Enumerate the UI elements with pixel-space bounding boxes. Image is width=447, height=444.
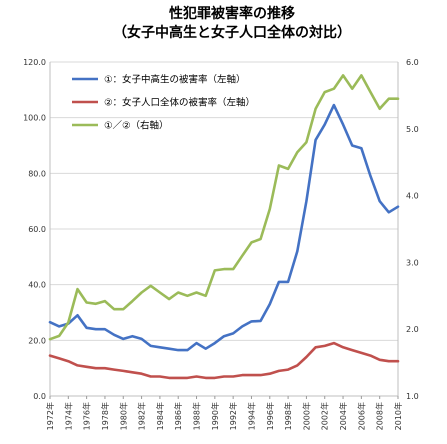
x-axis-ticks: 1972年 1974年 1976年 1978年 1980年 1982年 1984年 1986年… — [45, 396, 403, 430]
legend-label: ①／②（右軸） — [104, 120, 169, 132]
x-tick-label: 1980年 — [118, 402, 128, 430]
left-tick-label: 120.0 — [23, 58, 46, 67]
left-tick-label: 40.0 — [28, 281, 46, 290]
series-lines — [48, 74, 400, 380]
x-tick-label: 2000年 — [301, 402, 311, 430]
left-tick-label: 100.0 — [23, 114, 46, 123]
x-tick-label: 2004年 — [338, 402, 348, 430]
x-tick-label: 1974年 — [63, 402, 73, 430]
x-tick-label: 1994年 — [246, 402, 256, 430]
x-tick-label: 2002年 — [320, 402, 330, 430]
chart-subtitle: （女子中高生と女子人口全体の対比） — [113, 24, 351, 41]
x-tick-label: 1984年 — [155, 402, 165, 430]
x-tick-label: 1982年 — [137, 402, 147, 430]
right-tick-label: 1.0 — [406, 392, 419, 401]
x-tick-label: 1988年 — [192, 402, 202, 430]
series-line-1 — [48, 103, 400, 352]
left-tick-label: 0.0 — [33, 392, 46, 401]
series-line-3 — [48, 74, 400, 341]
legend-label: ②：女子人口全体の被害率（左軸） — [104, 97, 255, 109]
x-tick-label: 2010年 — [393, 402, 403, 430]
left-axis-ticks: 0.0 20.0 40.0 60.0 80.0 100.0 120.0 — [23, 58, 46, 401]
right-tick-label: 2.0 — [406, 325, 419, 334]
right-tick-label: 5.0 — [406, 125, 419, 134]
x-tick-label: 1992年 — [228, 402, 238, 430]
chart-title: 性犯罪被害率の推移 — [169, 5, 295, 22]
x-tick-label: 1996年 — [265, 402, 275, 430]
x-tick-label: 2008年 — [375, 402, 385, 430]
right-axis-ticks: 1.0 2.0 3.0 4.0 5.0 6.0 — [406, 58, 419, 401]
left-tick-label: 20.0 — [28, 336, 46, 345]
gridlines — [49, 61, 399, 397]
legend: ①：女子中高生の被害率（左軸） ②：女子人口全体の被害率（左軸） ①／②（右軸） — [72, 74, 255, 132]
right-tick-label: 4.0 — [406, 192, 419, 201]
x-tick-label: 1990年 — [210, 402, 220, 430]
left-tick-label: 80.0 — [28, 169, 46, 178]
left-tick-label: 60.0 — [28, 225, 46, 234]
x-tick-label: 2006年 — [356, 402, 366, 430]
x-tick-label: 1976年 — [82, 402, 92, 430]
x-tick-label: 1978年 — [100, 402, 110, 430]
legend-label: ①：女子中高生の被害率（左軸） — [104, 74, 246, 86]
x-tick-label: 1972年 — [45, 402, 55, 430]
series-line-2 — [48, 341, 400, 380]
right-tick-label: 6.0 — [406, 58, 419, 67]
right-tick-label: 3.0 — [406, 258, 419, 267]
x-tick-label: 1986年 — [173, 402, 183, 430]
x-tick-label: 1998年 — [283, 402, 293, 430]
